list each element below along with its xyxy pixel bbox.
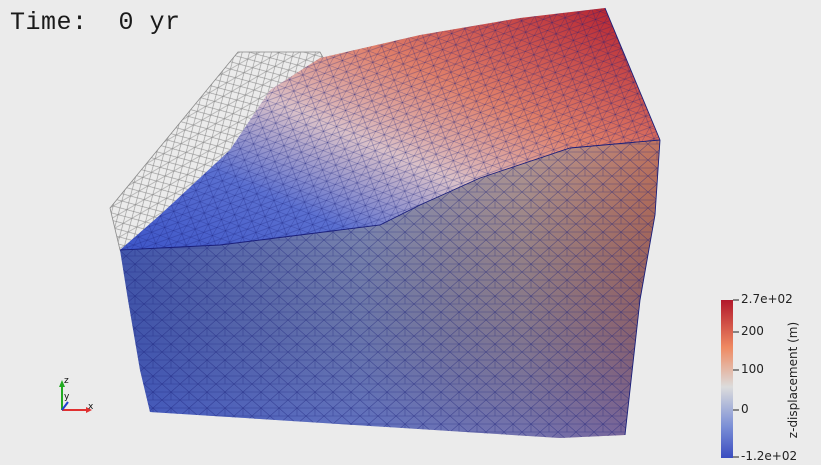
axis-label-x: x [88, 402, 94, 412]
colorbar-tick-100: 100 [741, 362, 764, 376]
colorbar-title: z-displacement (m) [786, 321, 800, 439]
mesh-top-surface [120, 8, 660, 250]
colorbar-tick-min: -1.2e+02 [741, 449, 798, 463]
colorbar-tick-0: 0 [741, 402, 749, 416]
mesh-front-face [119, 7, 661, 438]
axis-label-y: y [64, 392, 70, 402]
colorbar [721, 299, 739, 458]
colorbar-tick-max: 2.7e+02 [741, 292, 793, 306]
time-annotation: Time: 0 yr [10, 8, 181, 37]
axis-label-z: z [64, 376, 69, 386]
orientation-axes-widget [59, 380, 92, 413]
colorbar-tick-200: 200 [741, 324, 764, 338]
